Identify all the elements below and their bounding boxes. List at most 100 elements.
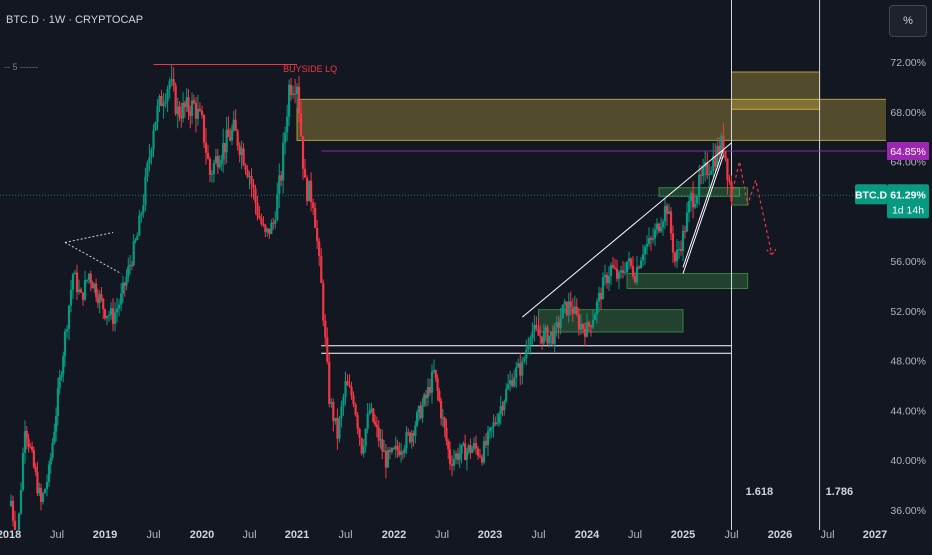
candle-body — [565, 301, 568, 315]
candle-body — [178, 106, 181, 117]
candle-body — [597, 292, 601, 302]
candle-body — [362, 445, 365, 454]
candle-body — [65, 329, 69, 332]
x-tick-label: 2022 — [382, 529, 406, 541]
candle-body — [706, 162, 709, 176]
candle-body — [430, 371, 434, 393]
candle-body — [659, 227, 663, 232]
candle-body — [542, 330, 545, 344]
candle-body — [434, 369, 437, 379]
candle-body — [324, 320, 327, 338]
candle-body — [681, 230, 685, 252]
candle-body — [515, 367, 518, 378]
candle-body — [469, 445, 472, 453]
y-tick-label: 72.00% — [890, 57, 926, 69]
candle-body — [344, 381, 347, 397]
candle-body — [212, 163, 216, 174]
candle-body — [412, 433, 415, 436]
candle-body — [579, 324, 583, 330]
candle-body — [142, 205, 145, 214]
candle-body — [338, 418, 341, 439]
candle-body — [685, 212, 689, 232]
candle-body — [667, 211, 671, 214]
candle-body — [671, 233, 675, 253]
candle-body — [81, 292, 85, 300]
candle-body — [555, 322, 558, 328]
candle-body — [53, 431, 56, 444]
x-tick-label: 2024 — [575, 529, 600, 541]
candle-body — [332, 402, 335, 422]
candle-body — [454, 453, 458, 459]
candle-body — [260, 218, 263, 224]
candle-body — [486, 431, 490, 446]
candle-body — [517, 363, 520, 368]
symbol-title[interactable]: BTC.D · 1W · CRYPTOCAP — [6, 14, 144, 26]
candle-body — [722, 136, 725, 152]
candle-body — [109, 308, 113, 316]
candle-body — [148, 157, 151, 163]
candle-body — [103, 309, 107, 319]
candle-body — [227, 129, 230, 138]
candle-body — [274, 219, 277, 224]
candle-body — [229, 137, 232, 141]
candle-body — [111, 308, 115, 324]
candle-body — [416, 412, 419, 426]
candle-body — [503, 401, 506, 411]
candle-body — [360, 438, 363, 454]
candle-body — [242, 148, 245, 166]
candle-body — [583, 328, 587, 337]
candle-body — [679, 249, 683, 252]
candle-body — [605, 274, 609, 284]
candle-body — [720, 136, 723, 155]
candle-body — [180, 116, 183, 119]
candle-body — [405, 432, 408, 449]
candle-body — [540, 336, 544, 344]
symbol-badge-text: BTC.D — [855, 189, 887, 201]
candle-body — [41, 493, 45, 502]
candle-body — [677, 249, 681, 251]
candle-body — [107, 315, 111, 317]
candle-body — [445, 427, 448, 441]
candle-body — [591, 320, 595, 328]
candle-body — [494, 422, 497, 424]
candle-body — [264, 224, 267, 233]
candle-body — [730, 181, 733, 202]
candle-body — [348, 385, 351, 387]
candle-body — [105, 315, 109, 319]
candle-body — [132, 241, 135, 265]
candle-body — [373, 421, 377, 425]
candle-body — [25, 430, 28, 439]
candle-body — [478, 455, 482, 457]
candle-body — [460, 444, 463, 454]
candle-body — [342, 396, 345, 407]
candle-body — [474, 442, 478, 449]
annotation-0: BUYSIDE LQ — [283, 64, 337, 74]
candle-body — [67, 305, 71, 330]
candle-body — [160, 95, 163, 106]
candle-body — [499, 406, 502, 414]
percent-scale-button[interactable]: % — [889, 5, 927, 37]
candle-body — [328, 361, 331, 404]
candle-body — [336, 417, 339, 439]
candle-body — [218, 164, 221, 168]
candle-body — [401, 452, 404, 454]
candle-body — [663, 205, 667, 222]
candle-body — [613, 267, 617, 269]
candle-body — [125, 276, 128, 286]
candle-body — [91, 282, 94, 289]
candle-body — [270, 222, 273, 234]
candle-body — [456, 453, 460, 460]
candle-body — [299, 113, 303, 137]
candle-body — [549, 332, 553, 336]
candle-body — [382, 451, 386, 453]
candle-body — [185, 97, 188, 107]
candle-body — [246, 170, 249, 178]
candle-body — [11, 500, 15, 521]
candle-body — [533, 324, 536, 332]
candle-body — [527, 345, 530, 350]
candle-body — [222, 142, 225, 160]
trendline-5 — [682, 148, 724, 268]
candle-body — [585, 322, 589, 337]
